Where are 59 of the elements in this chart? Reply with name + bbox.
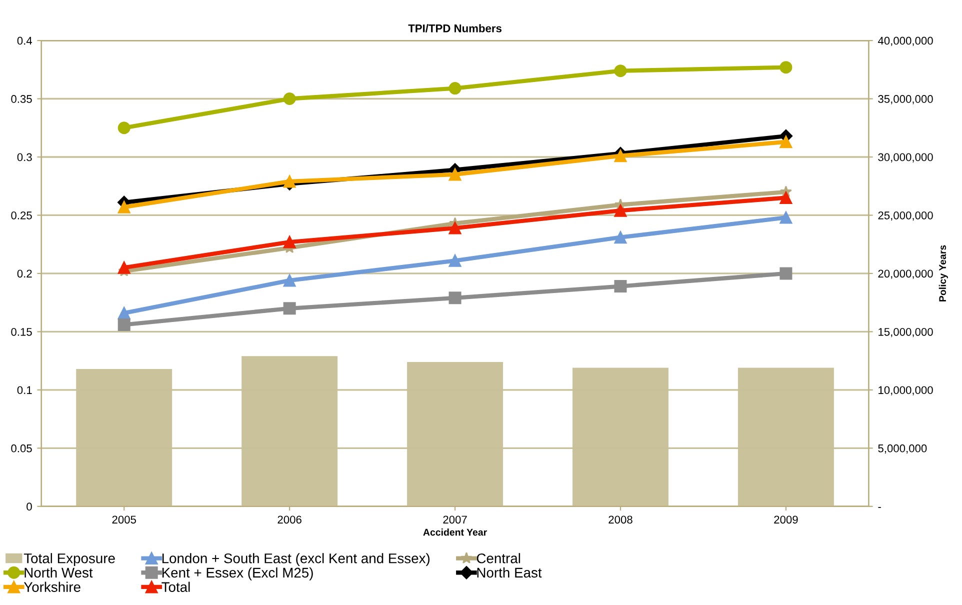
y2-tick-label: 15,000,000 [878, 328, 933, 338]
y2-tick-label: 30,000,000 [878, 153, 933, 162]
y2-tick-label: - [878, 507, 881, 508]
point [283, 236, 296, 248]
point [448, 254, 462, 267]
legend-label: Yorkshire [24, 582, 80, 592]
point [614, 280, 627, 293]
point [614, 231, 627, 244]
point [448, 222, 462, 234]
point [448, 82, 462, 95]
point [780, 211, 792, 224]
x-tick-label: 2007 [443, 516, 467, 524]
point [780, 192, 792, 204]
point [614, 64, 627, 78]
y2-tick-label: 5,000,000 [878, 444, 927, 454]
legend-label: Central [476, 553, 520, 564]
y-tick-label: 0.35 [11, 95, 32, 103]
point [283, 274, 296, 287]
legend-label: North West [24, 567, 93, 578]
point [283, 92, 296, 106]
y-tick-label: 0.15 [11, 328, 32, 336]
x-tick-label: 2006 [278, 516, 302, 524]
y-tick-label: 0.2 [17, 270, 32, 278]
point [780, 61, 792, 74]
y2-tick-label: 20,000,000 [878, 270, 933, 279]
y-tick-label: 0.4 [17, 36, 32, 45]
y-tick-label: 0 [26, 502, 32, 511]
point [118, 200, 130, 214]
legend-label: London + South East (excl Kent and Essex) [162, 553, 430, 566]
y2-tick-label: 40,000,000 [878, 36, 933, 46]
x-tick-label: 2005 [112, 516, 136, 524]
point [614, 204, 627, 217]
y2-tick-label: 10,000,000 [878, 386, 933, 396]
point [448, 292, 462, 304]
y-tick-label: 0.3 [17, 153, 32, 162]
point [283, 175, 296, 188]
point [448, 168, 462, 181]
x-tick-label: 2008 [608, 516, 632, 524]
x-axis-title: Accident Year [423, 528, 487, 536]
point [118, 261, 130, 274]
point [283, 302, 296, 315]
y2-axis-title: Policy Years [938, 245, 948, 302]
y-tick-label: 0.05 [11, 444, 32, 452]
point [118, 318, 130, 331]
legend-label: Total [162, 582, 190, 592]
y2-tick-label: 25,000,000 [878, 211, 933, 221]
legend-label: Kent + Essex (Excl M25) [162, 567, 313, 580]
point [614, 150, 627, 162]
legend-label: Total Exposure [24, 553, 115, 566]
y2-tick-label: 35,000,000 [878, 95, 933, 104]
x-tick-label: 2009 [774, 516, 798, 524]
legend-label: North East [477, 567, 542, 578]
point [780, 267, 792, 280]
y-tick-label: 0.25 [11, 211, 32, 220]
chart-title: TPI/TPD Numbers [408, 24, 502, 32]
y-tick-label: 0.1 [17, 386, 32, 394]
point [780, 136, 792, 148]
point [118, 306, 130, 320]
point [118, 122, 130, 134]
